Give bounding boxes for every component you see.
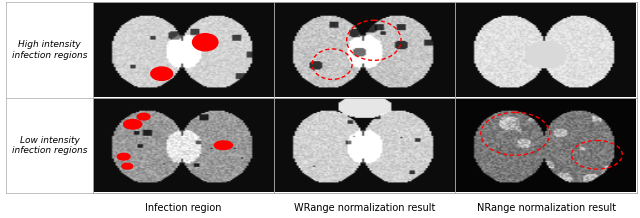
Text: NRange normalization result: NRange normalization result [477,203,616,213]
Text: Low intensity
infection regions: Low intensity infection regions [12,136,87,155]
Ellipse shape [193,34,218,51]
Ellipse shape [137,113,150,120]
Ellipse shape [124,119,142,129]
Ellipse shape [122,163,132,169]
Text: WRange normalization result: WRange normalization result [294,203,435,213]
Ellipse shape [214,141,232,150]
Text: Infection region: Infection region [145,203,221,213]
Text: High intensity
infection regions: High intensity infection regions [12,40,87,60]
Ellipse shape [117,153,130,160]
Ellipse shape [151,67,173,80]
